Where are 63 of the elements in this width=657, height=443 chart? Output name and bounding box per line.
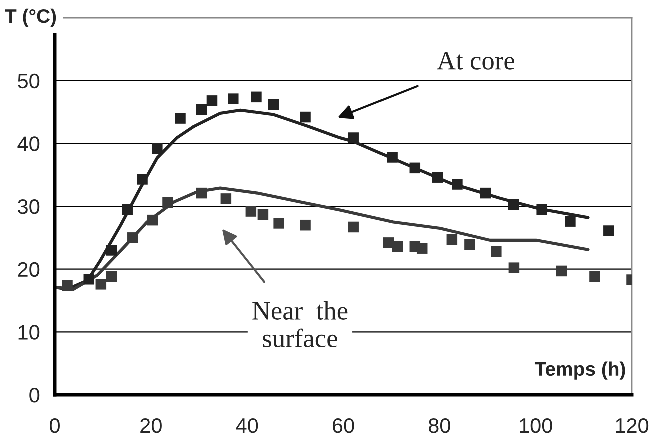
point [258, 209, 269, 220]
point [122, 204, 133, 216]
point [300, 220, 311, 231]
line-series [55, 186, 590, 291]
point [300, 112, 311, 123]
point [508, 199, 520, 210]
point [84, 274, 95, 285]
point [392, 241, 404, 252]
point [590, 271, 600, 282]
point [410, 162, 421, 174]
point [175, 113, 186, 124]
annotation: Near the surface [252, 301, 348, 348]
point [106, 271, 118, 282]
point [162, 197, 174, 208]
line-series [55, 108, 590, 291]
point [246, 206, 257, 217]
point [228, 94, 239, 104]
point [556, 266, 568, 277]
point [251, 92, 262, 103]
x-tick-label: 40 [236, 418, 258, 434]
point [348, 132, 359, 144]
y-axis-title: T (°C) [5, 8, 56, 28]
x-tick-label: 120 [616, 418, 649, 434]
point [137, 174, 148, 185]
annotation: At core [437, 52, 514, 70]
x-axis-title: Temps (h) [534, 362, 626, 380]
point [220, 194, 232, 204]
point [536, 204, 548, 216]
x-tick-label: 80 [428, 418, 450, 434]
point [565, 216, 576, 227]
point [274, 218, 284, 229]
y-tick-label: 30 [18, 200, 40, 214]
point [508, 262, 520, 274]
point [196, 188, 208, 199]
point [196, 104, 208, 116]
point [206, 96, 218, 106]
point [348, 222, 359, 233]
point [480, 188, 492, 199]
y-tick-label: 40 [18, 136, 40, 152]
y-tick-label: 0 [30, 388, 40, 403]
x-tick-label: 100 [520, 418, 552, 434]
y-tick-label: 20 [18, 262, 40, 278]
point [432, 172, 444, 183]
point [604, 226, 614, 236]
point [491, 246, 502, 258]
y-tick-label: 50 [18, 74, 40, 89]
x-tick-label: 60 [332, 418, 354, 434]
point [96, 279, 107, 290]
point [464, 239, 476, 250]
point [152, 143, 163, 154]
point [416, 243, 428, 254]
point [446, 234, 458, 246]
point [106, 245, 118, 256]
point [383, 238, 394, 248]
point [387, 152, 398, 163]
point [268, 99, 280, 110]
y-tick-label: 10 [18, 325, 40, 340]
point [452, 179, 463, 190]
point [147, 214, 158, 226]
x-tick-label: 20 [140, 418, 162, 434]
point [62, 280, 73, 292]
point [128, 232, 138, 244]
x-tick-label: 0 [50, 418, 60, 434]
